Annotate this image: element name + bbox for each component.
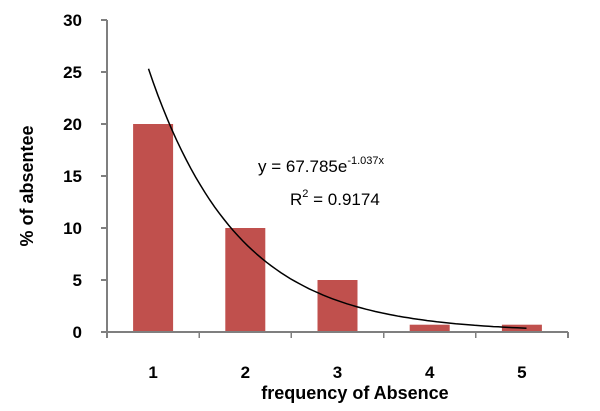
y-tick-label-5: 5 (73, 271, 82, 290)
ticks-group: 0 5 10 15 20 25 30 1 2 3 4 5 (63, 11, 569, 382)
bar-2 (225, 228, 266, 332)
x-axis-title: frequency of Absence (261, 383, 448, 403)
trendline-equation: y = 67.785e-1.037x (258, 155, 385, 176)
trendline-group (147, 68, 527, 330)
y-tick-label-20: 20 (63, 115, 82, 134)
bar-1 (133, 124, 174, 332)
y-tick-label-10: 10 (63, 219, 82, 238)
x-tick-label-5: 5 (517, 363, 526, 382)
y-tick-label-25: 25 (63, 63, 82, 82)
trendline-equation-main: y = 67.785e (258, 157, 347, 176)
x-tick-label-3: 3 (333, 363, 342, 382)
trendline-r-squared: R2 = 0.9174 (290, 188, 380, 209)
trendline-curve (147, 68, 527, 330)
y-axis-title: % of absentee (17, 125, 37, 246)
y-tick-label-30: 30 (63, 11, 82, 30)
y-tick-label-15: 15 (63, 167, 82, 186)
bars-group (133, 124, 542, 332)
r-squared-exponent: 2 (302, 188, 308, 200)
x-tick-label-4: 4 (425, 363, 435, 382)
bar-3 (317, 280, 358, 332)
x-tick-label-2: 2 (241, 363, 250, 382)
r-squared-value: = 0.9174 (308, 190, 379, 209)
y-tick-label-0: 0 (73, 323, 82, 342)
trendline-equation-exponent: -1.037x (347, 155, 384, 167)
r-squared-prefix: R (290, 190, 302, 209)
x-tick-label-1: 1 (148, 363, 157, 382)
bar-4 (409, 324, 450, 332)
